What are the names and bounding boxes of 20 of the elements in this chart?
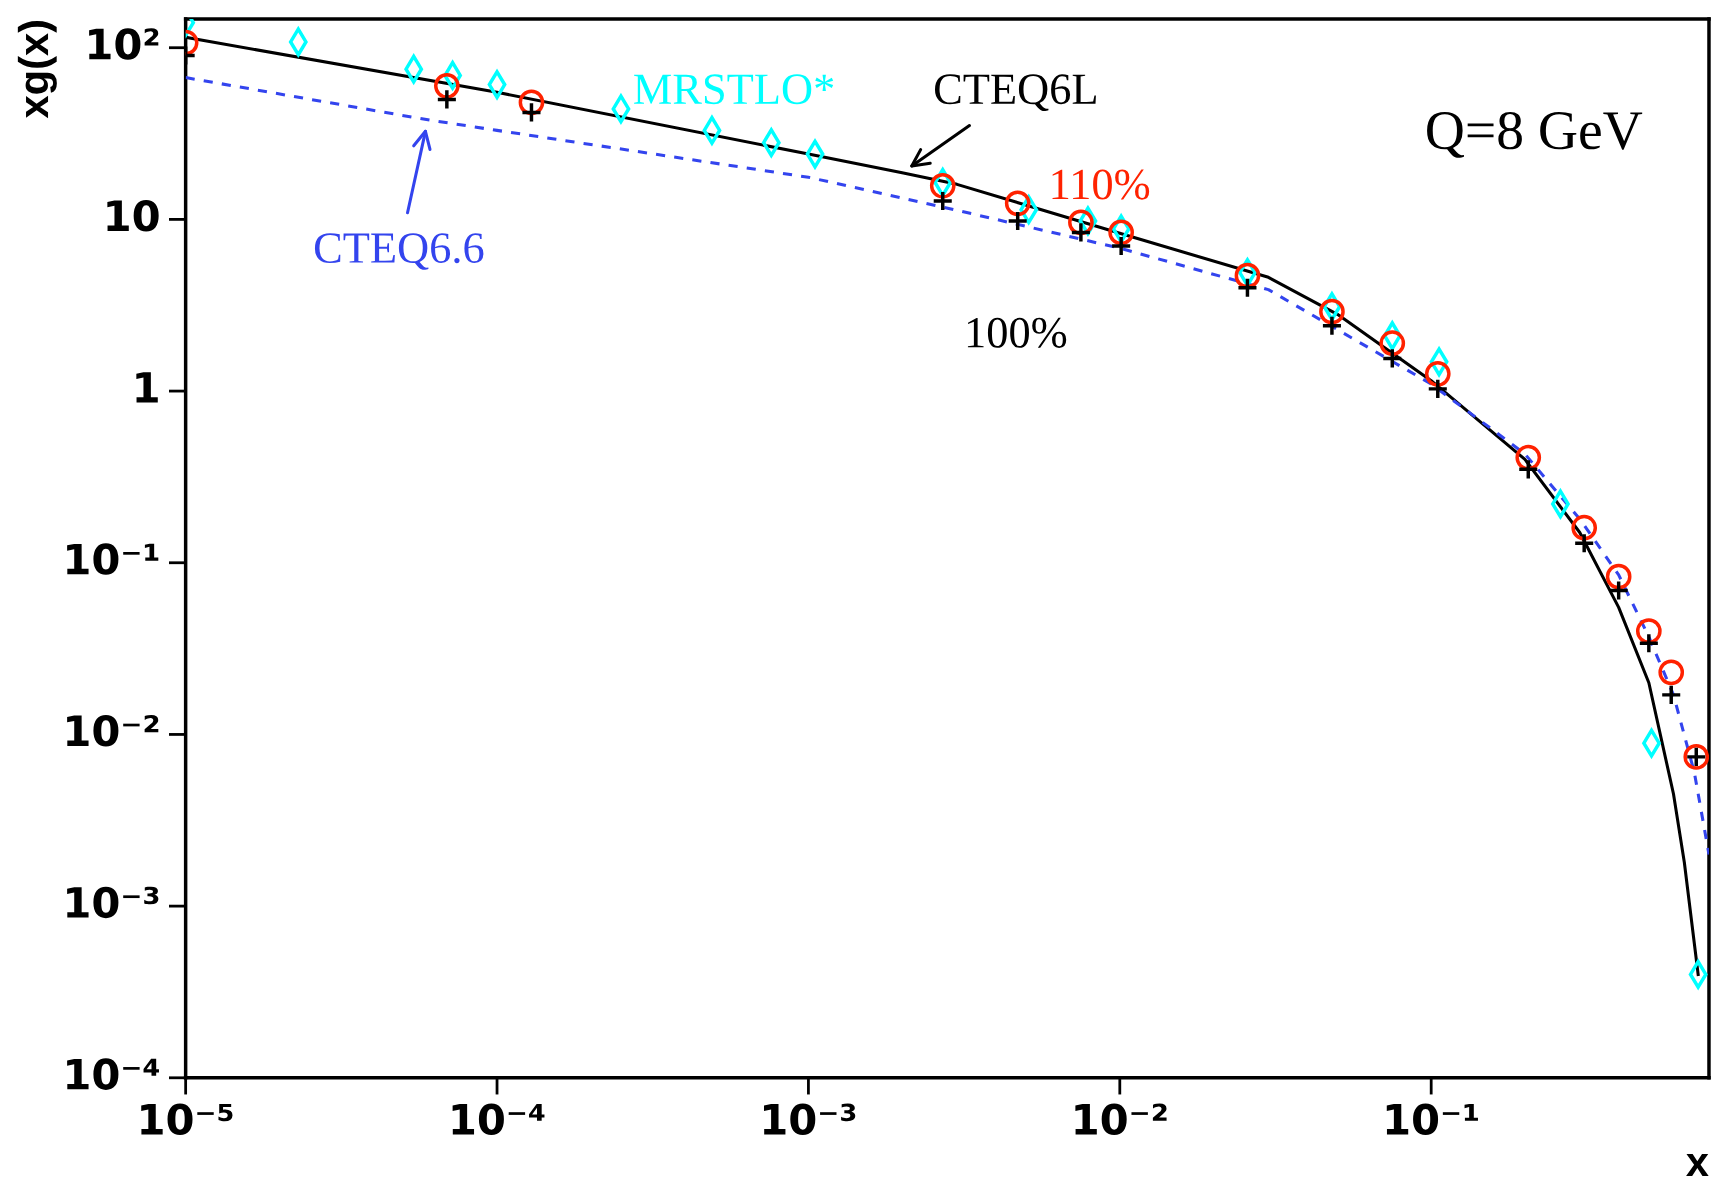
- legend-label: CTEQ6.6: [314, 233, 484, 270]
- series-label: CTEQ6L: [934, 74, 1096, 111]
- series-label: 100%: [967, 317, 1067, 348]
- y-tick-label: 1: [136, 372, 158, 403]
- y-tick-label: 10⁻⁴: [67, 1058, 159, 1090]
- y-axis-title: xg(x): [17, 21, 57, 119]
- x-tick-label: 10⁻³: [764, 1103, 856, 1136]
- x-tick-label: 10⁻¹: [1386, 1103, 1478, 1136]
- x-axis-title: x: [1686, 1154, 1709, 1177]
- y-tick-label: 10⁻³: [67, 886, 159, 919]
- y-tick-label: 10²: [89, 28, 159, 60]
- y-tick-label: 10⁻²: [67, 715, 159, 747]
- series-label: 110%: [1052, 169, 1150, 200]
- x-tick-label: 10⁻⁴: [452, 1103, 545, 1136]
- annotation: Q=8 GeV: [1427, 111, 1643, 158]
- x-tick-label: 10⁻⁵: [141, 1103, 233, 1136]
- x-tick-label: 10⁻²: [1075, 1103, 1167, 1136]
- y-tick-label: 10⁻¹: [67, 543, 159, 575]
- series-label: MRSTLO*: [634, 74, 834, 105]
- y-tick-label: 10: [107, 199, 159, 232]
